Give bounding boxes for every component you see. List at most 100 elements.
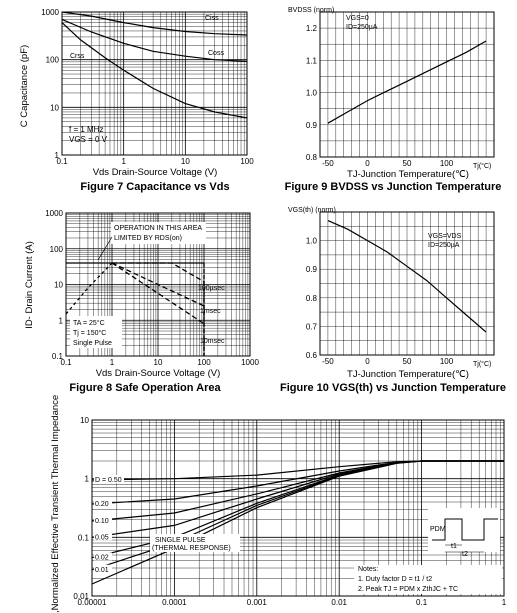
figure-caption: Figure 7 Capacitance vs Vds [80, 181, 229, 193]
y-axis-label: BVDSS (norm) [288, 7, 334, 14]
y-tick-label: 10 [80, 416, 89, 425]
x-tick-label: 0.001 [247, 598, 268, 607]
duty-label-bg [94, 474, 124, 483]
duty-label-bg [94, 515, 112, 524]
series-line-rds-on-limit [65, 262, 113, 315]
y-tick-label: 1.1 [306, 56, 318, 65]
x-axis-label: TJ-Junction Temperature(℃) [347, 169, 469, 180]
y-tick-label: 0.8 [306, 294, 318, 303]
y-tick-label: 0.6 [306, 351, 318, 360]
capacitance-note-freq: f = 1 MHz [69, 125, 103, 134]
x-tick-label: 0.1 [60, 358, 72, 367]
y-axis-label: ID- Drain Current (A) [24, 241, 35, 329]
y-tick-label: 1 [85, 475, 90, 484]
condition-id: ID=250µA [428, 242, 460, 249]
series-line-crss [61, 22, 248, 119]
series-line-1msec [111, 262, 205, 307]
soa-note-ta: TA = 25°C [73, 319, 105, 327]
pulse-inset-bg [428, 508, 500, 552]
x-axis-label: Vds Drain-Source Voltage (V) [96, 368, 221, 379]
series-label-coss: Coss [208, 50, 224, 57]
duty-label: 0.02 [95, 555, 109, 562]
y-tick-label: 0.1 [78, 533, 90, 542]
duty-label-bg [94, 532, 112, 541]
x-tick-label: 100 [197, 358, 211, 367]
y-axis-label: C Capacitance (pF) [19, 45, 30, 127]
x-tick-label: 1 [110, 358, 115, 367]
plot-frame [319, 11, 495, 158]
safe-operating-area-chart: 0.1 1 10 100 1000 0.1 1 10 100 1000 OPERATION IN … [24, 209, 259, 394]
single-pulse-label: SINGLE PULSE [155, 537, 206, 544]
x-axis-label: Vds Drain-Source Voltage (V) [93, 167, 218, 178]
y-tick-label: 100 [50, 245, 64, 254]
note-peak-tj: 2. Peak TJ = PDM x ZthJC + TC [358, 586, 458, 593]
y-tick-label: 1 [55, 151, 60, 160]
x-tick-label: 0.0001 [162, 598, 187, 607]
inset-t2: t2 [462, 551, 468, 558]
pulse-1ms-label: 1msec [200, 308, 221, 315]
soa-note-pulse: Single Pulse [73, 340, 112, 347]
duty-label: 0.10 [95, 518, 109, 525]
y-tick-label: 0.8 [306, 153, 318, 162]
y-tick-label: 1 [59, 316, 64, 325]
x-tick-label: 100 [440, 357, 454, 366]
notes-title: Notes: [358, 566, 378, 573]
transient-thermal-impedance-chart: 0.00001 0.0001 0.001 0.01 0.1 1 0.01 0.1 1 10 D = … [50, 395, 507, 613]
y-tick-label: 1.0 [306, 89, 318, 98]
pulse-10ms-label: 10msec [200, 338, 225, 345]
annotation-bg [111, 222, 206, 244]
notes-bg [354, 565, 502, 594]
plot-frame [319, 211, 495, 356]
capacitance-note-vgs: VGS = 0 V [69, 135, 108, 144]
note-duty-factor: 1. Duty factor D = t1 / t2 [358, 576, 432, 583]
x-tick-label: 100 [440, 159, 454, 168]
duty-label-bg [94, 498, 112, 507]
x-axis-label: TJ-Junction Temperature(℃) [347, 369, 469, 380]
inset-pdm: PDM [430, 526, 446, 533]
y-axis-label: VGS(th) (norm) [288, 207, 336, 214]
y-tick-label: 0.9 [306, 265, 318, 274]
x-tick-label: -50 [322, 159, 334, 168]
y-tick-label: 0.9 [306, 121, 318, 130]
note-bg [70, 316, 122, 348]
y-tick-label: 0.7 [306, 322, 318, 331]
y-tick-label: 0.1 [52, 352, 64, 361]
x-tick-label: 1000 [241, 358, 259, 367]
pulse-waveform [432, 518, 498, 541]
duty-label-bg [94, 564, 112, 573]
plot-frame [91, 419, 505, 597]
y-tick-label: 0.01 [73, 592, 89, 601]
series-line-d-0-50 [91, 460, 504, 481]
x-tick-label: 0.01 [331, 598, 347, 607]
y-tick-label: 1.0 [306, 237, 318, 246]
y-tick-label: 1000 [41, 8, 59, 17]
duty-label: 0.20 [95, 501, 109, 508]
x-tick-label: -50 [322, 357, 334, 366]
y-tick-label: 1000 [45, 209, 63, 218]
series-line-ciss [61, 11, 248, 36]
plot-frame [61, 11, 248, 156]
x-tick-label: 1 [502, 598, 507, 607]
bvdss-temperature-chart: -50 0 50 100 0.8 0.9 1.0 1.1 1.2 BVDSS (norm) VG… [285, 7, 502, 193]
series-label-ciss: Ciss [205, 15, 219, 22]
x-tick-label: 0 [365, 159, 370, 168]
x-tick-label: 10 [154, 358, 163, 367]
thermal-response-label: (THERMAL RESPONSE) [152, 545, 231, 552]
figure-caption: Figure 8 Safe Operation Area [69, 382, 221, 394]
series-label-crss: Crss [70, 53, 85, 60]
plot-frame [65, 212, 251, 357]
soa-annotation-1: OPERATION IN THIS AREA [114, 225, 202, 232]
x-unit-label: Tj(°C) [473, 162, 491, 170]
series-line-coss [61, 18, 248, 62]
y-axis-label-text: r(t),Normalized Effective Transient Ther… [50, 395, 61, 613]
duty-label: 0.01 [95, 567, 109, 574]
x-tick-label: 100 [240, 157, 254, 166]
y-tick-label: 10 [50, 103, 59, 112]
duty-label: D = 0.50 [95, 477, 122, 484]
condition-id: ID=250µA [346, 24, 378, 31]
vgsth-temperature-chart: -50 0 50 1000.60.70.80.91.0 VGS(th) (norm) … [280, 207, 506, 394]
pulse-100us-label: 100µsec [198, 285, 225, 292]
x-tick-label: 1 [121, 157, 126, 166]
